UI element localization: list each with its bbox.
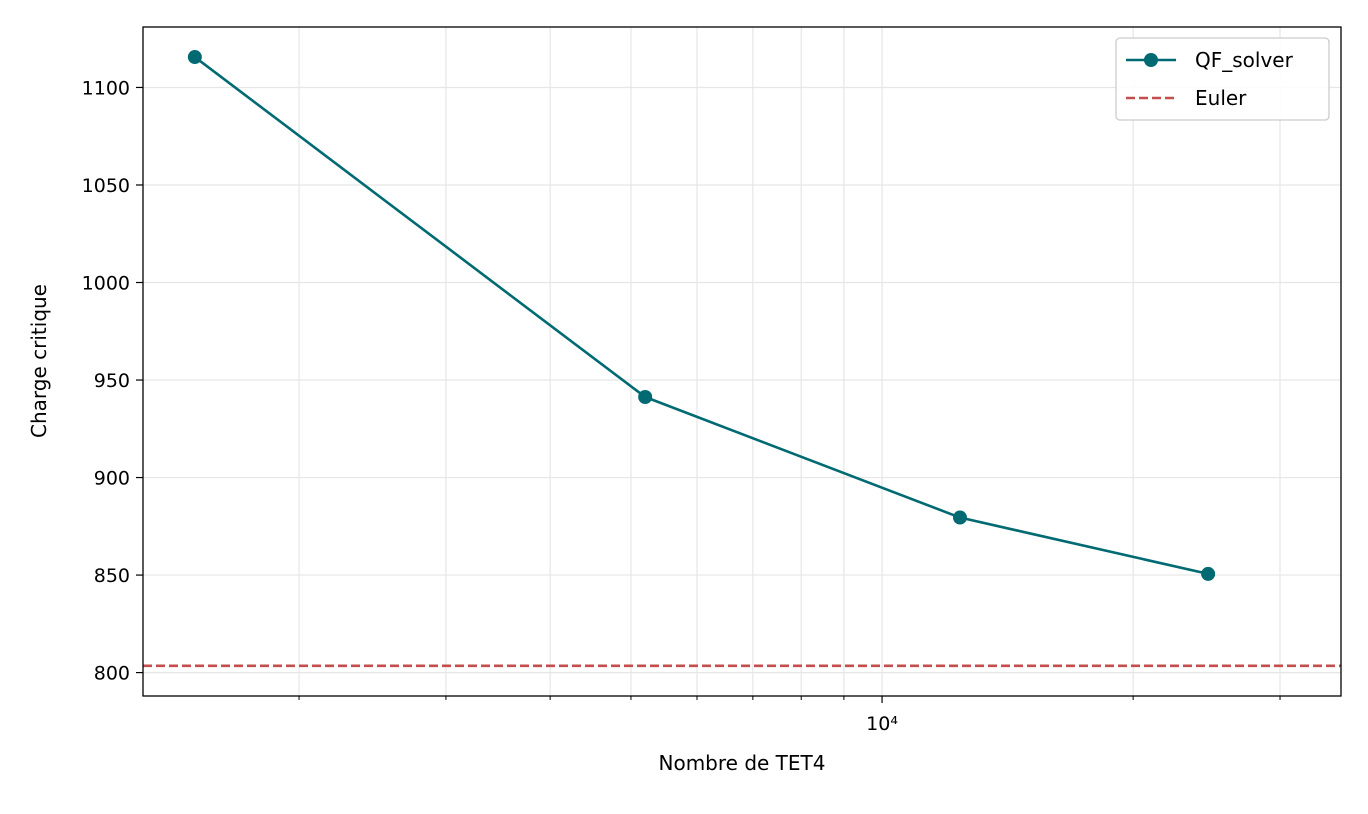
data-point-qf-solver-0 (187, 50, 202, 65)
x-axis-label: Nombre de TET4 (659, 751, 826, 775)
y-tick-label-950: 950 (94, 370, 130, 392)
legend-label-qf-solver: QF_solver (1195, 48, 1294, 72)
ticks: 800 850 900 950 1000 1050 1100 10⁴ (82, 77, 1281, 735)
data-point-qf-solver-2 (952, 510, 967, 525)
legend-label-euler: Euler (1195, 86, 1247, 110)
data-point-qf-solver-1 (638, 389, 653, 404)
legend: QF_solver Euler (1115, 37, 1330, 121)
series-line-qf-solver (194, 56, 1209, 576)
y-tick-label-1100: 1100 (82, 77, 130, 99)
plot-frame (142, 26, 1342, 697)
data-point-qf-solver-3 (1201, 566, 1216, 581)
y-tick-label-1000: 1000 (82, 273, 130, 295)
y-tick-label-800: 800 (94, 663, 130, 685)
y-tick-label-1050: 1050 (82, 175, 130, 197)
plot-background (143, 27, 1341, 696)
x-tick-label-10000: 10⁴ (866, 713, 898, 735)
y-tick-label-900: 900 (94, 468, 130, 490)
legend-marker-qf-solver (1144, 53, 1158, 67)
series-layer (143, 50, 1341, 668)
grid (143, 27, 1341, 696)
y-axis-label: Charge critique (27, 284, 51, 438)
y-tick-label-850: 850 (94, 565, 130, 587)
legend-box (1115, 37, 1330, 121)
